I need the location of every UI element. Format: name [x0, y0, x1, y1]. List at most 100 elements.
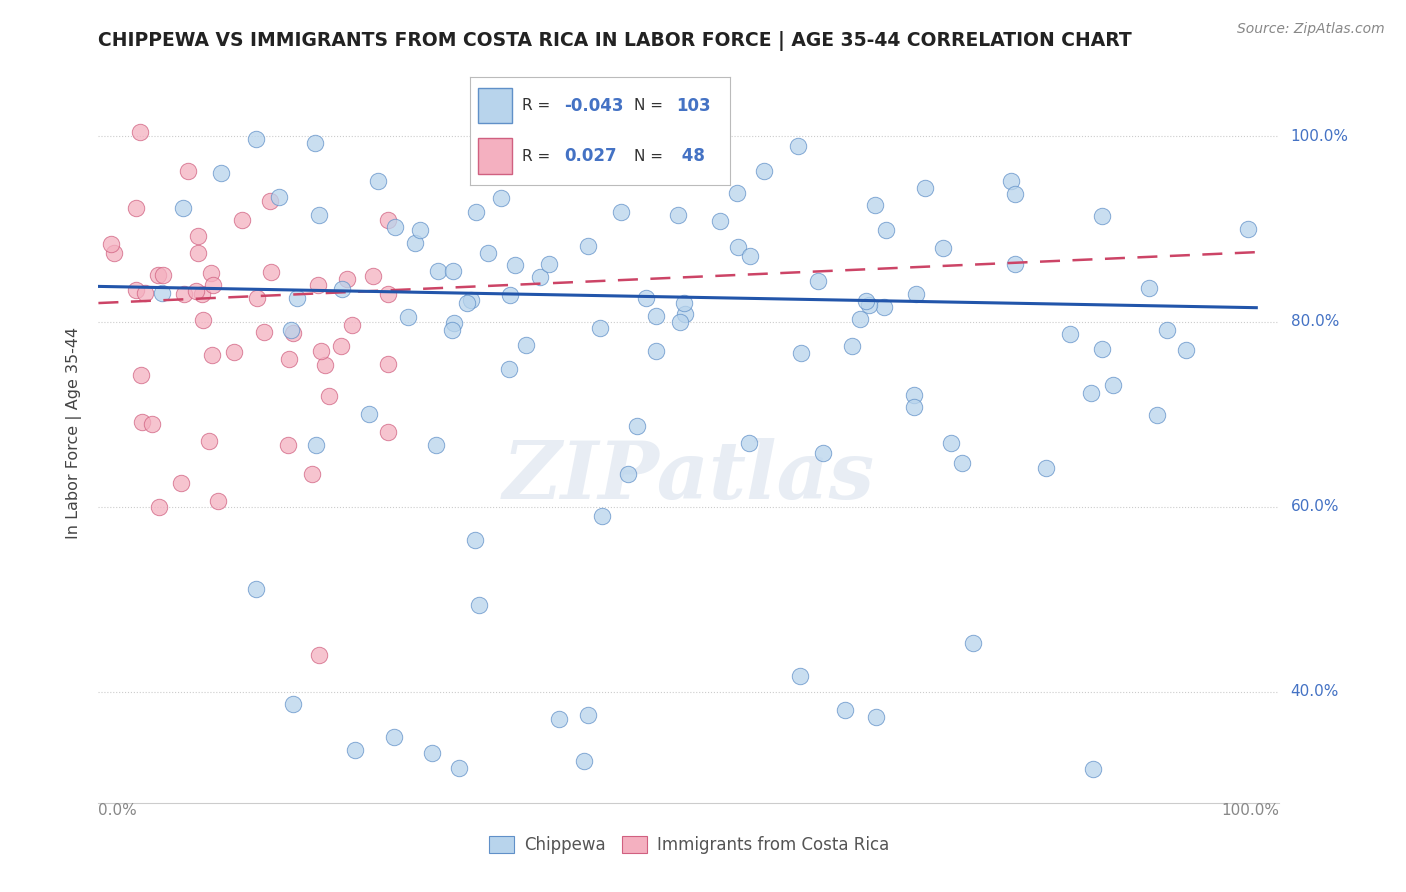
Chippewa: [616, 467, 638, 481]
Chippewa: [515, 338, 537, 352]
Text: 100.0%: 100.0%: [1222, 803, 1279, 818]
Chippewa: [1237, 221, 1260, 235]
Immigrants from Costa Rica: [363, 268, 385, 283]
Immigrants from Costa Rica: [200, 267, 222, 281]
Text: 80.0%: 80.0%: [1291, 314, 1339, 329]
Chippewa: [931, 241, 953, 255]
Chippewa: [440, 323, 463, 337]
Chippewa: [367, 173, 389, 187]
Immigrants from Costa Rica: [125, 283, 148, 297]
Chippewa: [1156, 323, 1178, 337]
Chippewa: [903, 388, 925, 402]
Chippewa: [727, 240, 749, 254]
Chippewa: [962, 636, 984, 650]
Chippewa: [1080, 386, 1102, 401]
Immigrants from Costa Rica: [309, 344, 332, 359]
Immigrants from Costa Rica: [308, 648, 330, 663]
Immigrants from Costa Rica: [191, 287, 214, 301]
Chippewa: [172, 201, 194, 215]
Chippewa: [841, 338, 863, 352]
Chippewa: [1091, 209, 1114, 223]
Chippewa: [510, 156, 533, 170]
Chippewa: [609, 205, 631, 219]
Chippewa: [669, 315, 692, 329]
Immigrants from Costa Rica: [128, 125, 150, 139]
Chippewa: [1000, 174, 1022, 188]
Chippewa: [855, 293, 877, 308]
Immigrants from Costa Rica: [129, 368, 152, 382]
Chippewa: [904, 287, 927, 301]
Chippewa: [666, 207, 689, 221]
Chippewa: [952, 457, 974, 471]
Immigrants from Costa Rica: [100, 237, 122, 252]
Chippewa: [1059, 326, 1081, 341]
Chippewa: [404, 235, 426, 250]
Immigrants from Costa Rica: [103, 246, 125, 260]
Chippewa: [576, 708, 599, 723]
Immigrants from Costa Rica: [201, 348, 224, 362]
Chippewa: [903, 400, 925, 414]
Chippewa: [382, 731, 405, 745]
Y-axis label: In Labor Force | Age 35-44: In Labor Force | Age 35-44: [66, 326, 83, 539]
Immigrants from Costa Rica: [259, 194, 281, 208]
Chippewa: [873, 300, 896, 314]
Chippewa: [304, 136, 326, 150]
Chippewa: [523, 111, 546, 125]
Immigrants from Costa Rica: [281, 326, 304, 340]
Chippewa: [865, 710, 887, 724]
Chippewa: [811, 446, 834, 460]
Immigrants from Costa Rica: [186, 285, 208, 299]
Text: Source: ZipAtlas.com: Source: ZipAtlas.com: [1237, 22, 1385, 37]
Text: 0.0%: 0.0%: [98, 803, 138, 818]
Immigrants from Costa Rica: [201, 277, 224, 292]
Chippewa: [384, 219, 406, 234]
Chippewa: [754, 163, 776, 178]
Immigrants from Costa Rica: [318, 388, 340, 402]
Chippewa: [308, 208, 330, 222]
Immigrants from Costa Rica: [377, 287, 399, 301]
Chippewa: [790, 346, 813, 360]
Immigrants from Costa Rica: [134, 285, 156, 300]
Chippewa: [491, 191, 513, 205]
Chippewa: [447, 761, 470, 775]
Immigrants from Costa Rica: [177, 164, 200, 178]
Chippewa: [849, 312, 872, 326]
Chippewa: [460, 293, 482, 307]
Chippewa: [280, 323, 302, 337]
Chippewa: [330, 282, 353, 296]
Chippewa: [281, 697, 304, 711]
Immigrants from Costa Rica: [307, 277, 329, 292]
Chippewa: [834, 702, 856, 716]
Chippewa: [588, 320, 610, 334]
Chippewa: [285, 292, 308, 306]
Chippewa: [1175, 343, 1198, 357]
Chippewa: [357, 407, 380, 421]
Chippewa: [1091, 342, 1114, 356]
Immigrants from Costa Rica: [277, 437, 299, 451]
Chippewa: [465, 205, 488, 219]
Chippewa: [576, 239, 599, 253]
Chippewa: [675, 307, 697, 321]
Chippewa: [738, 436, 761, 450]
Chippewa: [269, 190, 291, 204]
Immigrants from Costa Rica: [231, 212, 253, 227]
Immigrants from Costa Rica: [377, 213, 399, 227]
Chippewa: [443, 317, 465, 331]
Chippewa: [634, 291, 657, 305]
Immigrants from Costa Rica: [170, 476, 193, 491]
Chippewa: [245, 582, 267, 596]
Chippewa: [477, 245, 499, 260]
Text: 100.0%: 100.0%: [1291, 129, 1348, 144]
Chippewa: [740, 249, 762, 263]
Chippewa: [939, 435, 962, 450]
Immigrants from Costa Rica: [125, 201, 148, 215]
Immigrants from Costa Rica: [314, 358, 336, 372]
Chippewa: [858, 298, 880, 312]
Immigrants from Costa Rica: [340, 318, 363, 333]
Chippewa: [499, 287, 522, 301]
Chippewa: [456, 296, 478, 310]
Chippewa: [1035, 461, 1057, 475]
Chippewa: [1004, 186, 1026, 201]
Chippewa: [409, 222, 432, 236]
Immigrants from Costa Rica: [246, 292, 269, 306]
